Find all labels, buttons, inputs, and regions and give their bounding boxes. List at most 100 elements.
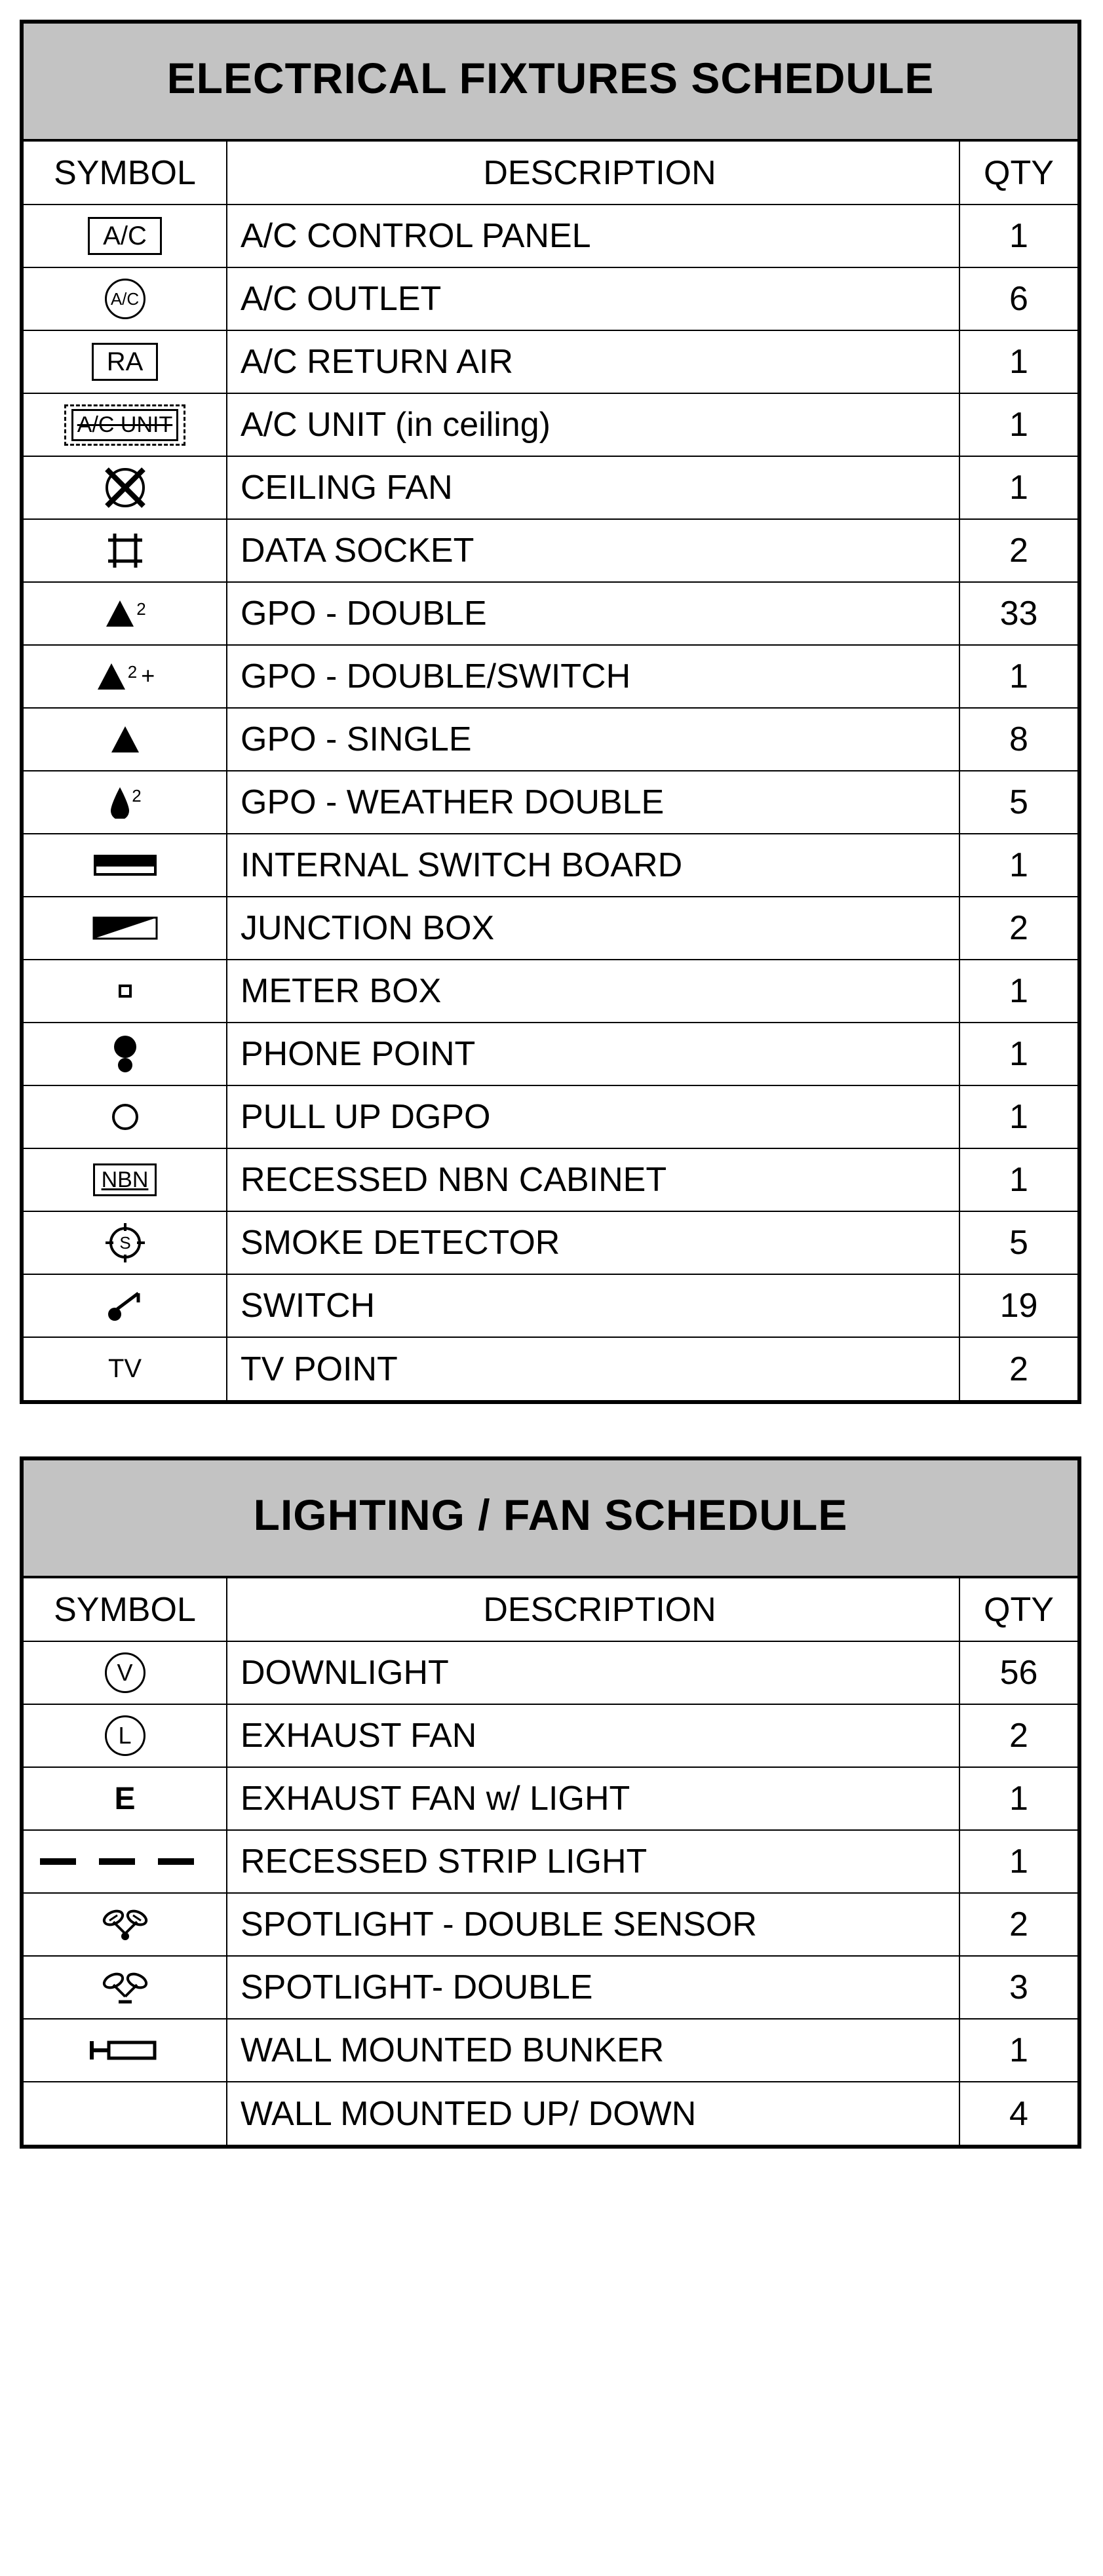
symbol-icon: TV [24, 1338, 226, 1400]
description-cell: CEILING FAN [227, 456, 959, 519]
description-cell: PHONE POINT [227, 1023, 959, 1085]
symbol-icon [24, 1023, 226, 1085]
description-cell: SPOTLIGHT - DOUBLE SENSOR [227, 1893, 959, 1956]
table-row: A/CA/C CONTROL PANEL1 [24, 205, 1077, 267]
symbol-cell [24, 1830, 227, 1893]
description-cell: A/C CONTROL PANEL [227, 205, 959, 267]
symbol-cell [24, 1893, 227, 1956]
qty-cell: 1 [959, 2019, 1077, 2082]
symbol-icon [24, 2020, 226, 2081]
table-row: 2+GPO - DOUBLE/SWITCH1 [24, 645, 1077, 708]
symbol-icon [24, 457, 226, 518]
description-cell: INTERNAL SWITCH BOARD [227, 834, 959, 897]
qty-cell: 1 [959, 330, 1077, 393]
description-cell: GPO - DOUBLE/SWITCH [227, 645, 959, 708]
table-row: A/CA/C OUTLET6 [24, 267, 1077, 330]
description-cell: RECESSED STRIP LIGHT [227, 1830, 959, 1893]
qty-cell: 3 [959, 1956, 1077, 2019]
header-description: DESCRIPTION [227, 142, 959, 205]
symbol-icon: 2 [24, 583, 226, 644]
symbol-cell: V [24, 1641, 227, 1704]
electrical-schedule: ELECTRICAL FIXTURES SCHEDULE SYMBOL DESC… [20, 20, 1081, 1404]
symbol-cell: TV [24, 1337, 227, 1400]
symbol-cell: 2+ [24, 645, 227, 708]
qty-cell: 1 [959, 205, 1077, 267]
qty-cell: 1 [959, 1023, 1077, 1085]
qty-cell: 2 [959, 519, 1077, 582]
description-cell: DOWNLIGHT [227, 1641, 959, 1704]
lighting-title: LIGHTING / FAN SCHEDULE [24, 1460, 1077, 1578]
qty-cell: 1 [959, 834, 1077, 897]
qty-cell: 1 [959, 960, 1077, 1023]
symbol-icon [24, 709, 226, 770]
symbol-cell: NBN [24, 1148, 227, 1211]
table-row: SPOTLIGHT- DOUBLE3 [24, 1956, 1077, 2019]
table-row: JUNCTION BOX2 [24, 897, 1077, 960]
description-cell: A/C RETURN AIR [227, 330, 959, 393]
description-cell: GPO - SINGLE [227, 708, 959, 771]
symbol-icon [24, 960, 226, 1022]
qty-cell: 1 [959, 645, 1077, 708]
header-qty: QTY [959, 142, 1077, 205]
qty-cell: 2 [959, 1337, 1077, 1400]
description-cell: METER BOX [227, 960, 959, 1023]
table-row: RECESSED STRIP LIGHT1 [24, 1830, 1077, 1893]
symbol-icon: 2 [24, 771, 226, 833]
table-row: EEXHAUST FAN w/ LIGHT1 [24, 1767, 1077, 1830]
description-cell: EXHAUST FAN [227, 1704, 959, 1767]
symbol-cell: 2 [24, 582, 227, 645]
qty-cell: 1 [959, 1085, 1077, 1148]
description-cell: PULL UP DGPO [227, 1085, 959, 1148]
electrical-title: ELECTRICAL FIXTURES SCHEDULE [24, 24, 1077, 142]
table-row: GPO - SINGLE8 [24, 708, 1077, 771]
symbol-cell [24, 1274, 227, 1337]
electrical-table: SYMBOL DESCRIPTION QTY A/CA/C CONTROL PA… [24, 142, 1077, 1400]
qty-cell: 56 [959, 1641, 1077, 1704]
qty-cell: 4 [959, 2082, 1077, 2145]
description-cell: DATA SOCKET [227, 519, 959, 582]
symbol-cell: L [24, 1704, 227, 1767]
description-cell: GPO - WEATHER DOUBLE [227, 771, 959, 834]
qty-cell: 1 [959, 456, 1077, 519]
qty-cell: 1 [959, 1767, 1077, 1830]
symbol-icon [24, 834, 226, 896]
symbol-cell [24, 708, 227, 771]
description-cell: GPO - DOUBLE [227, 582, 959, 645]
description-cell: RECESSED NBN CABINET [227, 1148, 959, 1211]
symbol-cell [24, 897, 227, 960]
symbol-cell [24, 2082, 227, 2145]
table-row: TVTV POINT2 [24, 1337, 1077, 1400]
symbol-icon: S [24, 1212, 226, 1274]
table-row: CEILING FAN1 [24, 456, 1077, 519]
symbol-icon: L [24, 1705, 226, 1766]
symbol-cell [24, 1085, 227, 1148]
qty-cell: 2 [959, 897, 1077, 960]
symbol-icon [24, 1275, 226, 1337]
symbol-icon: NBN [24, 1149, 226, 1211]
table-row: 2GPO - DOUBLE33 [24, 582, 1077, 645]
description-cell: A/C OUTLET [227, 267, 959, 330]
symbol-cell: RA [24, 330, 227, 393]
qty-cell: 1 [959, 393, 1077, 456]
symbol-cell: 2 [24, 771, 227, 834]
table-row: LEXHAUST FAN2 [24, 1704, 1077, 1767]
symbol-icon: 2+ [24, 646, 226, 707]
symbol-icon [24, 1957, 226, 2018]
description-cell: EXHAUST FAN w/ LIGHT [227, 1767, 959, 1830]
symbol-cell [24, 2019, 227, 2082]
description-cell: JUNCTION BOX [227, 897, 959, 960]
qty-cell: 33 [959, 582, 1077, 645]
symbol-icon: A/C [24, 268, 226, 330]
symbol-cell: S [24, 1211, 227, 1274]
symbol-cell: A/C [24, 267, 227, 330]
description-cell: WALL MOUNTED BUNKER [227, 2019, 959, 2082]
symbol-cell [24, 456, 227, 519]
lighting-table: SYMBOL DESCRIPTION QTY VDOWNLIGHT56LEXHA… [24, 1578, 1077, 2145]
symbol-icon [24, 520, 226, 581]
table-row: SPOTLIGHT - DOUBLE SENSOR2 [24, 1893, 1077, 1956]
table-row: PULL UP DGPO1 [24, 1085, 1077, 1148]
description-cell: A/C UNIT (in ceiling) [227, 393, 959, 456]
table-row: VDOWNLIGHT56 [24, 1641, 1077, 1704]
symbol-icon [24, 1831, 226, 1892]
table-row: PHONE POINT1 [24, 1023, 1077, 1085]
